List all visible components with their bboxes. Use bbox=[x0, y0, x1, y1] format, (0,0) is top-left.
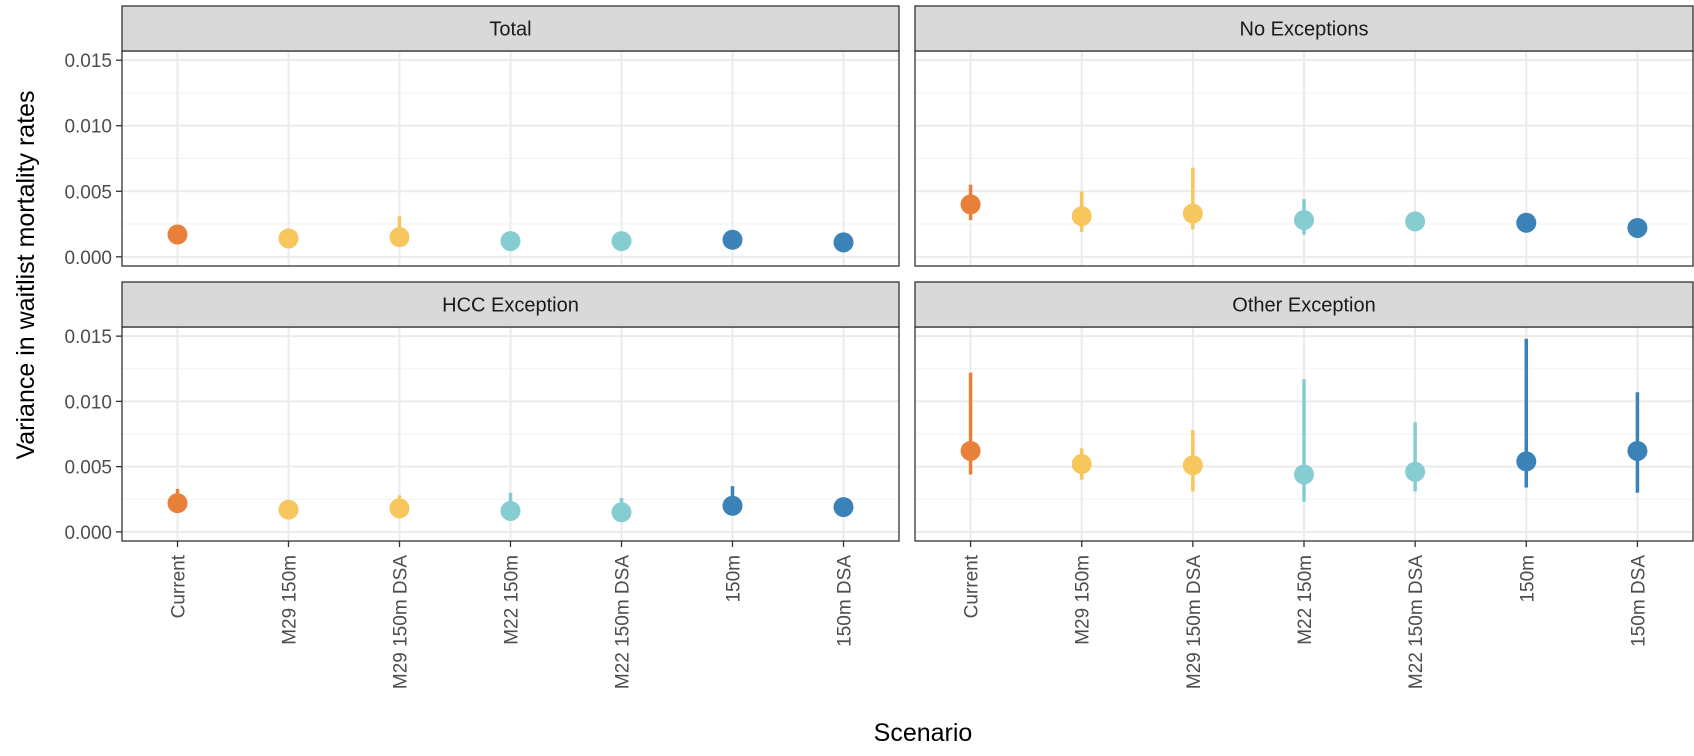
data-point bbox=[500, 231, 521, 252]
x-tick-label: 150m bbox=[1517, 555, 1538, 603]
facet-strip bbox=[121, 281, 900, 328]
facet-strip bbox=[121, 5, 900, 52]
x-tick-label: M29 150m bbox=[1073, 555, 1094, 645]
y-tick-label: 0.000 bbox=[64, 523, 112, 544]
facet-panel: Total 0.000 0.005 0.010 0.015 bbox=[64, 5, 900, 269]
x-tick-label: M29 150m bbox=[280, 555, 301, 645]
data-point bbox=[722, 495, 743, 516]
data-point bbox=[1405, 211, 1426, 232]
data-point bbox=[1516, 212, 1537, 233]
data-point bbox=[1405, 461, 1426, 482]
data-point bbox=[500, 500, 521, 521]
data-point bbox=[278, 228, 299, 249]
data-point bbox=[167, 493, 188, 514]
data-point bbox=[960, 440, 981, 461]
data-point bbox=[1627, 440, 1648, 461]
x-tick-label: 150m DSA bbox=[1628, 555, 1649, 647]
x-tick-label: Current bbox=[962, 554, 983, 618]
y-tick-label: 0.010 bbox=[64, 117, 112, 138]
x-tick-label: M29 150m DSA bbox=[1184, 555, 1205, 689]
y-axis-title: Variance in waitlist mortality rates bbox=[12, 90, 40, 459]
facet-panel: No Exceptions bbox=[914, 5, 1694, 267]
data-point bbox=[1294, 210, 1314, 231]
data-point bbox=[1182, 203, 1203, 224]
y-tick-label: 0.000 bbox=[64, 248, 112, 269]
data-point bbox=[167, 224, 188, 245]
y-tick-label: 0.015 bbox=[64, 51, 112, 72]
x-axis-title: Scenario bbox=[874, 719, 973, 747]
data-point bbox=[833, 497, 854, 518]
x-tick-label: M29 150m DSA bbox=[391, 555, 412, 689]
facet-panel: Other Exception Current M29 150m M29 150m D… bbox=[914, 281, 1694, 689]
data-point bbox=[960, 194, 981, 215]
facet-strip-label: Total bbox=[489, 19, 531, 41]
data-point bbox=[1071, 454, 1092, 475]
x-tick-label: Current bbox=[169, 554, 190, 618]
facet-strip-label: HCC Exception bbox=[442, 295, 579, 317]
data-point bbox=[611, 231, 632, 252]
y-tick-label: 0.015 bbox=[64, 327, 112, 348]
data-point bbox=[389, 498, 410, 519]
data-point bbox=[1182, 455, 1203, 476]
data-point bbox=[389, 227, 410, 248]
data-point bbox=[1071, 206, 1092, 227]
y-tick-label: 0.010 bbox=[64, 392, 112, 413]
data-point bbox=[1294, 464, 1314, 485]
data-point bbox=[1516, 451, 1537, 472]
y-tick-label: 0.005 bbox=[64, 182, 112, 203]
x-tick-label: M22 150m bbox=[1295, 555, 1316, 645]
data-point bbox=[278, 499, 299, 520]
y-tick-label: 0.005 bbox=[64, 458, 112, 479]
x-tick-label: 150m DSA bbox=[835, 555, 856, 647]
x-tick-label: M22 150m DSA bbox=[1406, 555, 1427, 689]
data-point bbox=[833, 232, 854, 253]
x-tick-label: M22 150m DSA bbox=[613, 555, 634, 689]
panels: Total 0.000 0.005 0.010 0.015 No Exceptions HC… bbox=[64, 5, 1694, 689]
data-point bbox=[722, 229, 743, 250]
facet-strip-label: Other Exception bbox=[1232, 295, 1375, 317]
facet-strip bbox=[914, 5, 1694, 52]
data-point bbox=[611, 502, 632, 523]
facet-panel: HCC Exception 0.000 0.005 0.010 0.015 Current… bbox=[64, 281, 900, 689]
data-point bbox=[1627, 217, 1648, 238]
facet-strip-label: No Exceptions bbox=[1240, 19, 1369, 41]
facet-strip bbox=[914, 281, 1694, 328]
x-tick-label: 150m bbox=[724, 555, 745, 603]
x-tick-label: M22 150m bbox=[502, 555, 523, 645]
